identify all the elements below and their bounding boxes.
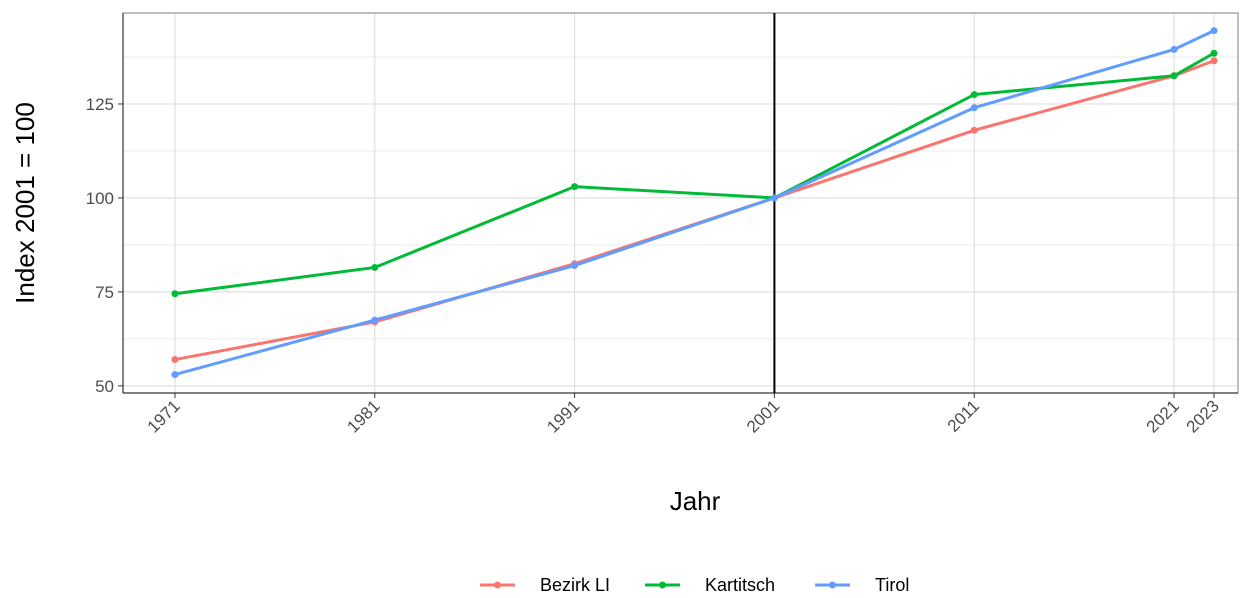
x-axis-label: Jahr [670, 486, 721, 516]
y-tick-label: 50 [95, 377, 114, 396]
point [1170, 45, 1178, 53]
x-tick-label: 1981 [343, 396, 383, 436]
point [770, 194, 778, 202]
series-line [174, 51, 1215, 296]
y-tick-label: 100 [86, 189, 114, 208]
point [171, 290, 179, 298]
point [371, 316, 379, 324]
x-tick-label: 1971 [144, 396, 184, 436]
x-tick-label: 2021 [1143, 396, 1183, 436]
point [1210, 27, 1218, 35]
y-tick-label: 125 [86, 95, 114, 114]
point [1170, 72, 1178, 80]
legend-label: Kartitsch [705, 575, 775, 595]
point [1210, 57, 1218, 65]
x-tick-label: 2023 [1183, 396, 1223, 436]
point [970, 91, 978, 99]
panel-border [122, 12, 1239, 394]
point [171, 371, 179, 379]
point [571, 183, 579, 191]
point [171, 356, 179, 364]
legend-key-point [494, 581, 501, 589]
x-tick-label: 2011 [944, 396, 983, 435]
series-line [174, 29, 1215, 377]
series-line [174, 59, 1215, 362]
point [970, 126, 978, 134]
point [571, 262, 579, 270]
point [970, 104, 978, 112]
x-tick-label: 2001 [743, 396, 783, 436]
y-tick-label: 75 [95, 283, 114, 302]
point [1210, 49, 1218, 57]
legend-label: Bezirk LI [540, 575, 610, 595]
legend-key-point [829, 581, 836, 589]
legend-label: Tirol [875, 575, 909, 595]
x-tick-label: 1991 [543, 396, 583, 436]
legend-key-point [659, 581, 666, 589]
y-axis-label: Index 2001 = 100 [10, 102, 40, 304]
point [371, 263, 379, 271]
